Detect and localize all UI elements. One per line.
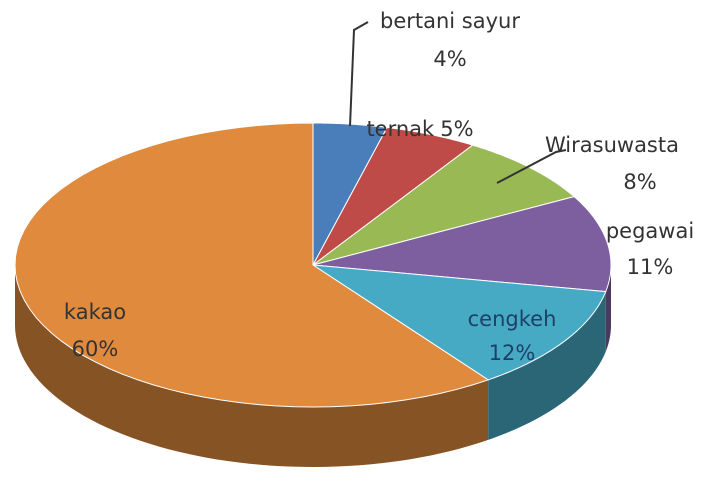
pie-slice-side [488,291,606,440]
value-label: 4% [433,47,466,71]
pie-slice-side [605,265,611,352]
value-label: 11% [627,255,674,279]
category-label: cengkeh [468,307,557,331]
value-label: 8% [623,170,656,194]
leader-line [349,21,369,127]
data-label: ternak 5% [366,117,473,141]
pie-slice-side [15,265,489,467]
category-label: bertani sayur [380,9,520,33]
category-label: pegawai [606,219,694,243]
value-label: 5% [440,117,473,141]
pie-slice [312,264,607,381]
pie-slice [312,144,576,266]
pie-slice [312,196,612,293]
category-label: ternak [366,117,435,141]
leader-line [496,149,567,184]
category-label: kakao [64,300,126,324]
value-label: 60% [72,337,119,361]
pie-slice [312,126,474,266]
value-label: 12% [489,341,536,365]
category-label: Wirasuwasta [545,133,679,157]
pie-slice [14,122,490,408]
